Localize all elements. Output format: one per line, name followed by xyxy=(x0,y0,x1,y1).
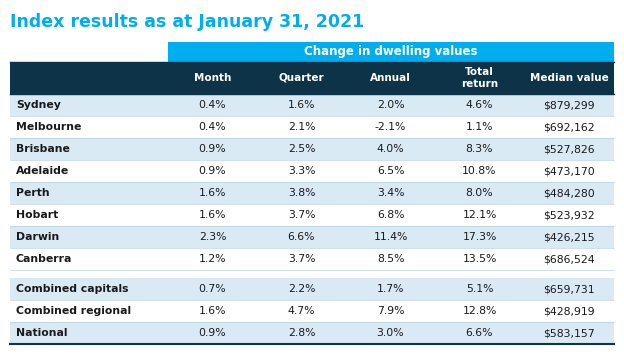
Text: 1.6%: 1.6% xyxy=(199,188,227,198)
Text: 12.8%: 12.8% xyxy=(462,306,497,316)
Bar xyxy=(10,322,614,344)
Text: 3.4%: 3.4% xyxy=(377,188,404,198)
Text: 6.6%: 6.6% xyxy=(466,328,493,338)
Text: 1.6%: 1.6% xyxy=(199,306,227,316)
Text: 3.8%: 3.8% xyxy=(288,188,315,198)
Text: $484,280: $484,280 xyxy=(543,188,595,198)
Text: Darwin: Darwin xyxy=(16,232,59,242)
Bar xyxy=(10,62,614,94)
Bar xyxy=(10,278,614,300)
Text: $473,170: $473,170 xyxy=(543,166,595,176)
Text: $523,932: $523,932 xyxy=(543,210,595,220)
Text: $686,524: $686,524 xyxy=(543,254,595,264)
Text: Brisbane: Brisbane xyxy=(16,144,70,154)
Bar xyxy=(10,270,614,278)
Text: Sydney: Sydney xyxy=(16,100,61,110)
Text: 3.7%: 3.7% xyxy=(288,210,315,220)
Text: 7.9%: 7.9% xyxy=(377,306,404,316)
Text: $659,731: $659,731 xyxy=(543,284,595,294)
Text: 2.3%: 2.3% xyxy=(199,232,227,242)
Text: 6.6%: 6.6% xyxy=(288,232,315,242)
Text: 6.8%: 6.8% xyxy=(377,210,404,220)
Text: Adelaide: Adelaide xyxy=(16,166,69,176)
Text: 0.7%: 0.7% xyxy=(198,284,227,294)
Text: 3.3%: 3.3% xyxy=(288,166,315,176)
Text: 11.4%: 11.4% xyxy=(373,232,407,242)
Text: $583,157: $583,157 xyxy=(543,328,595,338)
Text: 4.7%: 4.7% xyxy=(288,306,315,316)
Text: Hobart: Hobart xyxy=(16,210,58,220)
Text: 2.2%: 2.2% xyxy=(288,284,315,294)
Bar xyxy=(10,160,614,182)
Text: 0.4%: 0.4% xyxy=(198,100,227,110)
Text: $879,299: $879,299 xyxy=(543,100,595,110)
Text: Combined regional: Combined regional xyxy=(16,306,131,316)
Text: 0.9%: 0.9% xyxy=(198,328,227,338)
Text: 0.4%: 0.4% xyxy=(198,122,227,132)
Text: 13.5%: 13.5% xyxy=(462,254,497,264)
Text: 10.8%: 10.8% xyxy=(462,166,497,176)
Text: Month: Month xyxy=(194,73,231,83)
Text: 0.9%: 0.9% xyxy=(198,166,227,176)
Text: 2.1%: 2.1% xyxy=(288,122,315,132)
Bar xyxy=(10,182,614,204)
Text: Total
return: Total return xyxy=(461,67,498,89)
Text: 4.6%: 4.6% xyxy=(466,100,493,110)
Text: 5.1%: 5.1% xyxy=(466,284,493,294)
Text: 3.0%: 3.0% xyxy=(377,328,404,338)
Text: 8.3%: 8.3% xyxy=(466,144,493,154)
Text: $527,826: $527,826 xyxy=(543,144,595,154)
Text: Perth: Perth xyxy=(16,188,50,198)
Text: Index results as at January 31, 2021: Index results as at January 31, 2021 xyxy=(10,13,364,31)
Text: 3.7%: 3.7% xyxy=(288,254,315,264)
Text: National: National xyxy=(16,328,67,338)
Bar xyxy=(10,138,614,160)
Text: 8.0%: 8.0% xyxy=(466,188,494,198)
Text: 8.5%: 8.5% xyxy=(377,254,404,264)
Text: $692,162: $692,162 xyxy=(543,122,595,132)
Text: Median value: Median value xyxy=(530,73,608,83)
Text: 1.7%: 1.7% xyxy=(377,284,404,294)
Bar xyxy=(10,116,614,138)
Text: 0.9%: 0.9% xyxy=(198,144,227,154)
Text: Quarter: Quarter xyxy=(279,73,324,83)
Text: Combined capitals: Combined capitals xyxy=(16,284,129,294)
Text: 2.0%: 2.0% xyxy=(377,100,404,110)
Text: -2.1%: -2.1% xyxy=(375,122,406,132)
Text: 17.3%: 17.3% xyxy=(462,232,497,242)
Text: 12.1%: 12.1% xyxy=(462,210,497,220)
Bar xyxy=(10,248,614,270)
Text: 1.2%: 1.2% xyxy=(199,254,227,264)
Text: 4.0%: 4.0% xyxy=(377,144,404,154)
Text: 1.6%: 1.6% xyxy=(199,210,227,220)
Text: Melbourne: Melbourne xyxy=(16,122,81,132)
Bar xyxy=(10,204,614,226)
Text: 1.6%: 1.6% xyxy=(288,100,315,110)
Text: Canberra: Canberra xyxy=(16,254,72,264)
Text: Change in dwelling values: Change in dwelling values xyxy=(305,45,478,58)
Text: Annual: Annual xyxy=(370,73,411,83)
Bar xyxy=(168,42,614,62)
Text: 1.1%: 1.1% xyxy=(466,122,493,132)
Text: 2.8%: 2.8% xyxy=(288,328,315,338)
Bar xyxy=(10,226,614,248)
Text: 2.5%: 2.5% xyxy=(288,144,315,154)
Text: 6.5%: 6.5% xyxy=(377,166,404,176)
Bar xyxy=(10,94,614,116)
Bar xyxy=(10,300,614,322)
Text: $428,919: $428,919 xyxy=(543,306,595,316)
Text: $426,215: $426,215 xyxy=(543,232,595,242)
